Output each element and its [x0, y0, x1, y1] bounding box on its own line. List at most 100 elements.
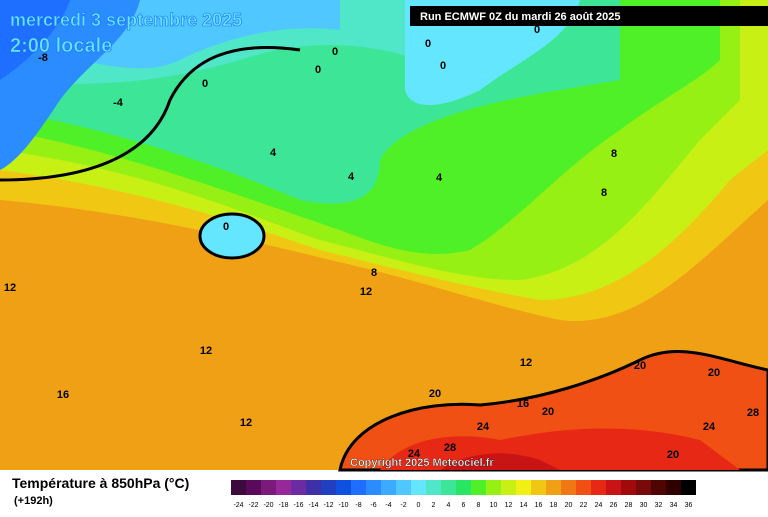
contour-label: 16: [517, 398, 529, 410]
run-banner: [410, 6, 768, 26]
contour-label: 0: [315, 64, 321, 76]
contour-label: 0: [223, 221, 229, 233]
colorbar-label: 32: [655, 502, 663, 509]
colorbar-label: 22: [580, 502, 588, 509]
colorbar-label: 2: [432, 502, 436, 509]
colorbar-cell: [456, 480, 471, 495]
contour-label: 0: [202, 78, 208, 90]
colorbar-cell: [426, 480, 441, 495]
contour-label: 4: [348, 171, 355, 183]
colorbar-label: -2: [400, 502, 406, 509]
colorbar-label: -16: [293, 502, 303, 509]
colorbar-cell: [306, 480, 321, 495]
colorbar-cell: [636, 480, 651, 495]
colorbar-cell: [336, 480, 351, 495]
contour-label: 12: [360, 286, 372, 298]
colorbar-label: 18: [550, 502, 558, 509]
colorbar-label: 12: [505, 502, 513, 509]
colorbar-cell: [366, 480, 381, 495]
copyright: Copyright 2025 Meteociel.fr: [350, 457, 494, 469]
contour-label: 0: [425, 38, 431, 50]
contour-label: 0: [440, 60, 446, 72]
contour-label: 16: [57, 389, 69, 401]
colorbar-cell: [276, 480, 291, 495]
colorbar-cell: [351, 480, 366, 495]
colorbar-label: 14: [520, 502, 528, 509]
colorbar-label: 6: [462, 502, 466, 509]
contour-label: 12: [520, 357, 532, 369]
map-background: [0, 0, 768, 472]
colorbar-label: -14: [308, 502, 318, 509]
colorbar-cell: [576, 480, 591, 495]
time-label: 2:00 locale: [10, 35, 112, 57]
colorbar-cell: [381, 480, 396, 495]
colorbar-cell: [501, 480, 516, 495]
colorbar-label: 26: [610, 502, 618, 509]
colorbar-cell: [471, 480, 486, 495]
colorbar-cell: [681, 480, 696, 495]
contour-label: 4: [270, 147, 277, 159]
contour-label: 28: [444, 442, 456, 454]
contour-label: -8: [38, 52, 48, 64]
colorbar-label: -24: [233, 502, 243, 509]
colorbar-cell: [531, 480, 546, 495]
colorbar-label: 20: [565, 502, 573, 509]
colorbar-cell: [411, 480, 426, 495]
colorbar-cell: [291, 480, 306, 495]
colorbar-cell: [396, 480, 411, 495]
contour-label: 0: [332, 46, 338, 58]
contour-label: 20: [667, 449, 679, 461]
colorbar-label: -18: [278, 502, 288, 509]
colorbar-cell: [651, 480, 666, 495]
contour-label: 8: [601, 187, 607, 199]
contour-label: 20: [708, 367, 720, 379]
colorbar-cell: [486, 480, 501, 495]
colorbar-cell: [261, 480, 276, 495]
colorbar-cell: [591, 480, 606, 495]
colorbar-label: -12: [323, 502, 333, 509]
contour-label: 24: [408, 448, 421, 460]
colorbar-label: 8: [477, 502, 481, 509]
contour-label: 24: [477, 421, 490, 433]
contour-label: 28: [747, 407, 759, 419]
colorbar-cell: [546, 480, 561, 495]
colorbar-label: 24: [595, 502, 603, 509]
colorbar-cell: [246, 480, 261, 495]
colorbar-label: 10: [490, 502, 498, 509]
colorbar-label: -20: [263, 502, 273, 509]
colorbar-label: 4: [447, 502, 451, 509]
colorbar-label: -4: [385, 502, 391, 509]
colorbar-label: 34: [670, 502, 678, 509]
colorbar-label: 36: [685, 502, 693, 509]
colorbar-label: -8: [355, 502, 361, 509]
contour-label: 12: [240, 417, 252, 429]
contour-label: 4: [436, 172, 443, 184]
colorbar-label: -22: [248, 502, 258, 509]
legend-lead: (+192h): [14, 495, 53, 507]
colorbar-cell: [561, 480, 576, 495]
colorbar-label: 30: [640, 502, 648, 509]
contour-label: 24: [703, 421, 716, 433]
contour-label: 20: [542, 406, 554, 418]
colorbar-label: 28: [625, 502, 633, 509]
contour-label: 12: [200, 345, 212, 357]
contour-label: 8: [611, 148, 617, 160]
colorbar-label: -6: [370, 502, 376, 509]
colorbar: -24 -22 -20 -18 -16 -14 -12 -10 -8 -6 -4 -2 0 2 4 6 8 10 1…: [231, 480, 696, 509]
colorbar-label: 0: [417, 502, 421, 509]
contour-label: 20: [634, 360, 646, 372]
run-info: Run ECMWF 0Z du mardi 26 août 2025: [420, 11, 620, 23]
colorbar-label: -10: [338, 502, 348, 509]
contour-label: 8: [371, 267, 377, 279]
contour-label: 20: [429, 388, 441, 400]
colorbar-cell: [621, 480, 636, 495]
colorbar-cell: [321, 480, 336, 495]
colorbar-cell: [516, 480, 531, 495]
colorbar-cell: [666, 480, 681, 495]
contour-label: 12: [4, 282, 16, 294]
contour-label: -4: [113, 97, 124, 109]
contour-label: 0: [534, 24, 540, 36]
